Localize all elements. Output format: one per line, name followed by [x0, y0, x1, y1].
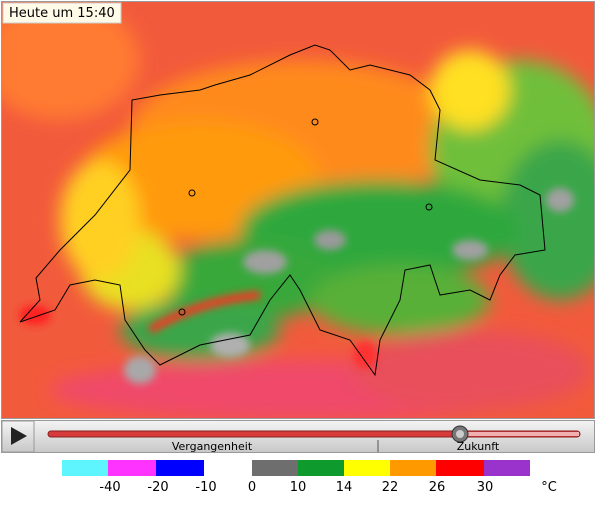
- legend-swatch: [390, 460, 436, 476]
- legend-swatch: [436, 460, 484, 476]
- legend-label: -40: [99, 480, 120, 495]
- legend-swatch: [252, 460, 298, 476]
- legend-label: -10: [195, 480, 216, 495]
- legend-label: -20: [147, 480, 168, 495]
- timeline-knob[interactable]: [451, 425, 469, 443]
- legend-label: 10: [290, 480, 307, 495]
- legend-unit: °C: [541, 480, 557, 495]
- legend-label: 14: [336, 480, 353, 495]
- timeline-future: [460, 432, 579, 436]
- legend-swatch: [298, 460, 344, 476]
- timestamp-box: [2, 2, 122, 24]
- legend-label: 26: [429, 480, 446, 495]
- city-markers: [178, 118, 433, 316]
- legend-swatch: [156, 460, 204, 476]
- legend-swatch: [344, 460, 390, 476]
- future-label: Zukunft: [457, 440, 500, 453]
- legend-label: 0: [248, 480, 256, 495]
- legend-label: 22: [382, 480, 399, 495]
- legend-swatch: [62, 460, 108, 476]
- legend-swatch: [484, 460, 530, 476]
- map-frame: [1, 1, 595, 419]
- country-border: [19, 44, 546, 377]
- legend: -40 -20 -10 0 10 14 22 26 30 °C: [62, 460, 557, 495]
- temperature-map: [2, 2, 594, 418]
- timeline-track[interactable]: [47, 430, 581, 438]
- timestamp: Heute um 15:40: [9, 6, 115, 21]
- legend-swatch: [108, 460, 156, 476]
- past-label: Vergangenheit: [172, 440, 253, 453]
- legend-label: 30: [477, 480, 494, 495]
- play-button[interactable]: [1, 420, 35, 453]
